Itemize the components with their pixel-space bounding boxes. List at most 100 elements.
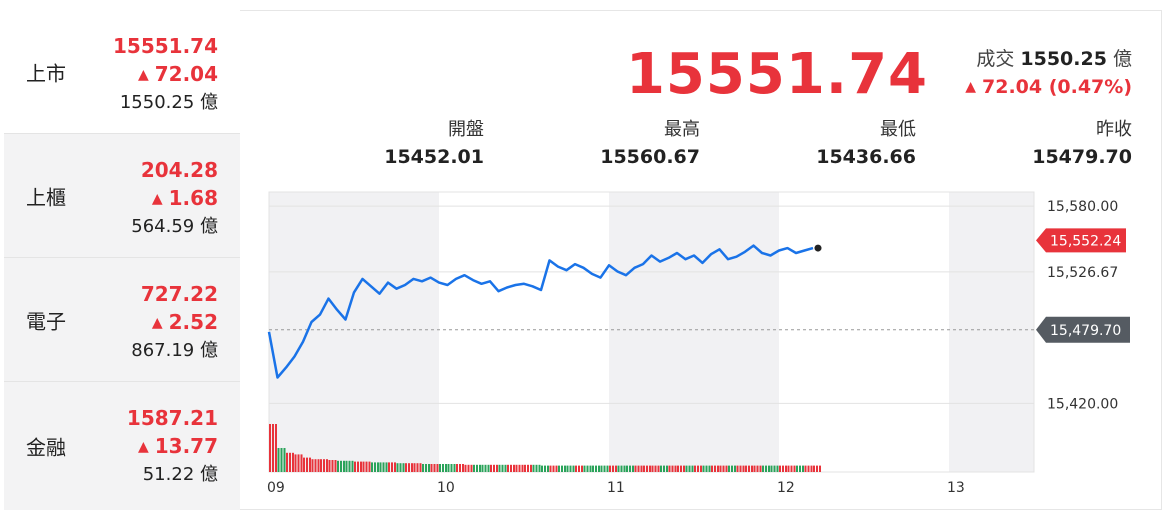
volume-bar xyxy=(734,465,736,472)
volume-bar xyxy=(762,465,764,472)
volume-bar xyxy=(362,461,365,472)
volume-bar xyxy=(626,465,628,472)
up-triangle-icon: ▲ xyxy=(965,79,976,95)
stat-label: 最低 xyxy=(880,119,916,140)
volume-bar xyxy=(476,464,478,472)
volume-bar xyxy=(405,463,407,472)
volume-bar xyxy=(343,460,345,472)
volume-bar xyxy=(697,465,699,472)
volume-bar xyxy=(796,465,798,472)
volume-bar xyxy=(731,465,733,472)
volume-bar xyxy=(674,465,677,472)
volume-bar xyxy=(564,465,566,472)
volume-bar xyxy=(603,465,606,472)
current-price: 15551.74 xyxy=(625,42,928,107)
volume-bar xyxy=(609,465,611,472)
volume-bar xyxy=(770,465,773,472)
volume-bar xyxy=(300,454,303,472)
volume-bar xyxy=(671,465,674,472)
volume-bar xyxy=(513,464,515,472)
x-tick-label: 11 xyxy=(607,480,625,496)
volume-bar xyxy=(810,465,813,472)
volume-bar xyxy=(717,465,719,472)
sidebar-item-change: ▲ 1.68 xyxy=(151,186,218,210)
turnover-unit: 億 xyxy=(1112,48,1132,70)
volume-bar xyxy=(722,465,725,472)
volume-bar xyxy=(394,462,396,472)
volume-bar xyxy=(600,465,603,472)
volume-bar xyxy=(473,464,475,472)
volume-bar xyxy=(595,465,597,472)
volume-bar xyxy=(575,465,577,472)
volume-bar xyxy=(467,464,470,472)
volume-bar xyxy=(680,465,682,472)
volume-bar xyxy=(773,465,776,472)
volume-bar xyxy=(782,465,784,472)
last-price-dot xyxy=(814,244,822,252)
volume-bar xyxy=(756,465,759,472)
volume-bar xyxy=(572,465,575,472)
volume-bar xyxy=(683,465,685,472)
volume-bar xyxy=(569,465,572,472)
sidebar-item-electronics[interactable]: 電子 727.22 ▲ 2.52 867.19 億 xyxy=(4,258,240,382)
x-tick-label: 12 xyxy=(777,480,795,496)
volume-bar xyxy=(470,464,473,472)
volume-bar xyxy=(311,459,314,472)
volume-bar xyxy=(481,464,484,472)
volume-bar xyxy=(377,462,379,472)
volume-bar xyxy=(317,459,320,472)
sidebar-item-otc[interactable]: 上櫃 204.28 ▲ 1.68 564.59 億 xyxy=(4,134,240,258)
volume-bar xyxy=(524,464,526,472)
volume-bar xyxy=(331,460,334,472)
volume-bar xyxy=(303,457,305,472)
volume-bar xyxy=(725,465,728,472)
volume-bar xyxy=(785,465,787,472)
volume-bar xyxy=(459,464,461,472)
volume-bar xyxy=(447,464,450,472)
stat-value: 15560.67 xyxy=(600,146,700,168)
volume-bar xyxy=(586,465,589,472)
volume-bar xyxy=(620,465,623,472)
up-triangle-icon: ▲ xyxy=(151,315,163,331)
volume-bar xyxy=(337,460,339,472)
sidebar-item-price: 15551.74 xyxy=(112,34,218,58)
volume-bar xyxy=(555,465,558,472)
volume-bar xyxy=(768,465,770,472)
volume-bar xyxy=(632,465,634,472)
volume-bar xyxy=(705,465,708,472)
volume-bar xyxy=(351,460,354,472)
volume-bar xyxy=(357,461,359,472)
volume-bar xyxy=(606,465,609,472)
current-price-tag-label: 15,552.24 xyxy=(1050,233,1121,249)
stat-label: 最高 xyxy=(664,119,700,140)
volume-bar xyxy=(464,464,467,472)
volume-bar xyxy=(419,463,422,472)
volume-bar xyxy=(479,464,481,472)
volume-bar xyxy=(374,462,376,472)
sidebar-item-finance[interactable]: 金融 1587.21 ▲ 13.77 51.22 億 xyxy=(4,382,240,510)
intraday-chart[interactable]: 15,580.00 15,526.67 15,420.00 15,552.24 15,4… xyxy=(264,190,1168,500)
volume-bar xyxy=(504,464,507,472)
volume-bar xyxy=(462,464,464,472)
sidebar-item-listed[interactable]: 上市 15551.74 ▲ 72.04 1550.25 億 xyxy=(4,10,240,134)
volume-bar xyxy=(493,464,495,472)
volume-bar xyxy=(745,465,747,472)
volume-bar xyxy=(277,448,280,472)
volume-bar xyxy=(660,465,662,472)
intraday-chart-svg: 15,580.00 15,526.67 15,420.00 15,552.24 15,4… xyxy=(267,191,1130,496)
volume-bar xyxy=(382,462,385,472)
volume-bar xyxy=(490,464,492,472)
turnover-label: 成交 xyxy=(976,48,1015,70)
volume-bar xyxy=(396,463,399,472)
volume-bar xyxy=(286,452,288,472)
y-tick-label: 15,420.00 xyxy=(1047,396,1118,412)
chart-band xyxy=(269,192,439,472)
volume-bar xyxy=(787,465,790,472)
volume-bar xyxy=(654,465,657,472)
x-tick-label: 13 xyxy=(947,480,965,496)
sidebar-item-price: 1587.21 xyxy=(126,406,218,430)
up-triangle-icon: ▲ xyxy=(137,67,149,83)
volume-bar xyxy=(790,465,793,472)
volume-bar xyxy=(612,465,614,472)
volume-bar xyxy=(804,465,807,472)
